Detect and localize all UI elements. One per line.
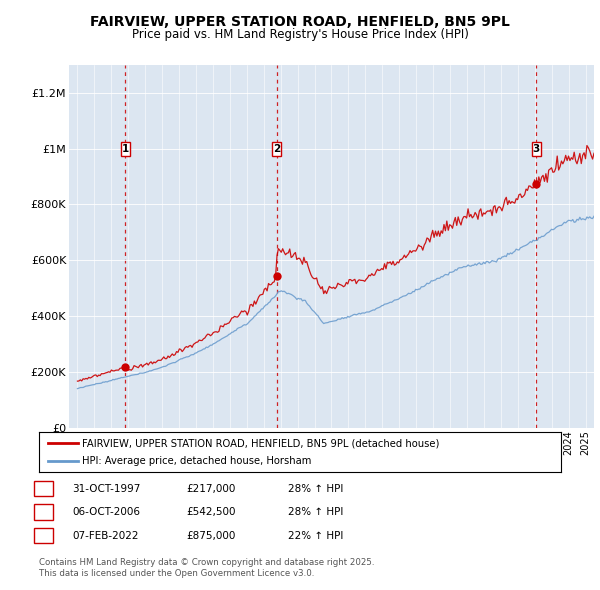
Text: Contains HM Land Registry data © Crown copyright and database right 2025.
This d: Contains HM Land Registry data © Crown c…: [39, 558, 374, 578]
Text: 28% ↑ HPI: 28% ↑ HPI: [288, 484, 343, 493]
Bar: [272, 142, 281, 156]
Text: £217,000: £217,000: [186, 484, 235, 493]
Text: 31-OCT-1997: 31-OCT-1997: [72, 484, 140, 493]
Text: £542,500: £542,500: [186, 507, 235, 517]
Text: 2: 2: [273, 143, 280, 153]
Text: FAIRVIEW, UPPER STATION ROAD, HENFIELD, BN5 9PL: FAIRVIEW, UPPER STATION ROAD, HENFIELD, …: [90, 15, 510, 29]
Text: 3: 3: [40, 531, 47, 540]
Text: 06-OCT-2006: 06-OCT-2006: [72, 507, 140, 517]
Text: 22% ↑ HPI: 22% ↑ HPI: [288, 531, 343, 540]
Text: FAIRVIEW, UPPER STATION ROAD, HENFIELD, BN5 9PL (detached house): FAIRVIEW, UPPER STATION ROAD, HENFIELD, …: [82, 438, 440, 448]
Bar: [121, 142, 130, 156]
Bar: [532, 142, 541, 156]
Text: £875,000: £875,000: [186, 531, 235, 540]
Text: 3: 3: [533, 143, 540, 153]
Text: Price paid vs. HM Land Registry's House Price Index (HPI): Price paid vs. HM Land Registry's House …: [131, 28, 469, 41]
Text: 07-FEB-2022: 07-FEB-2022: [72, 531, 139, 540]
Text: 1: 1: [122, 143, 129, 153]
Text: HPI: Average price, detached house, Horsham: HPI: Average price, detached house, Hors…: [82, 455, 311, 466]
Text: 28% ↑ HPI: 28% ↑ HPI: [288, 507, 343, 517]
Text: 1: 1: [40, 484, 47, 493]
Text: 2: 2: [40, 507, 47, 517]
